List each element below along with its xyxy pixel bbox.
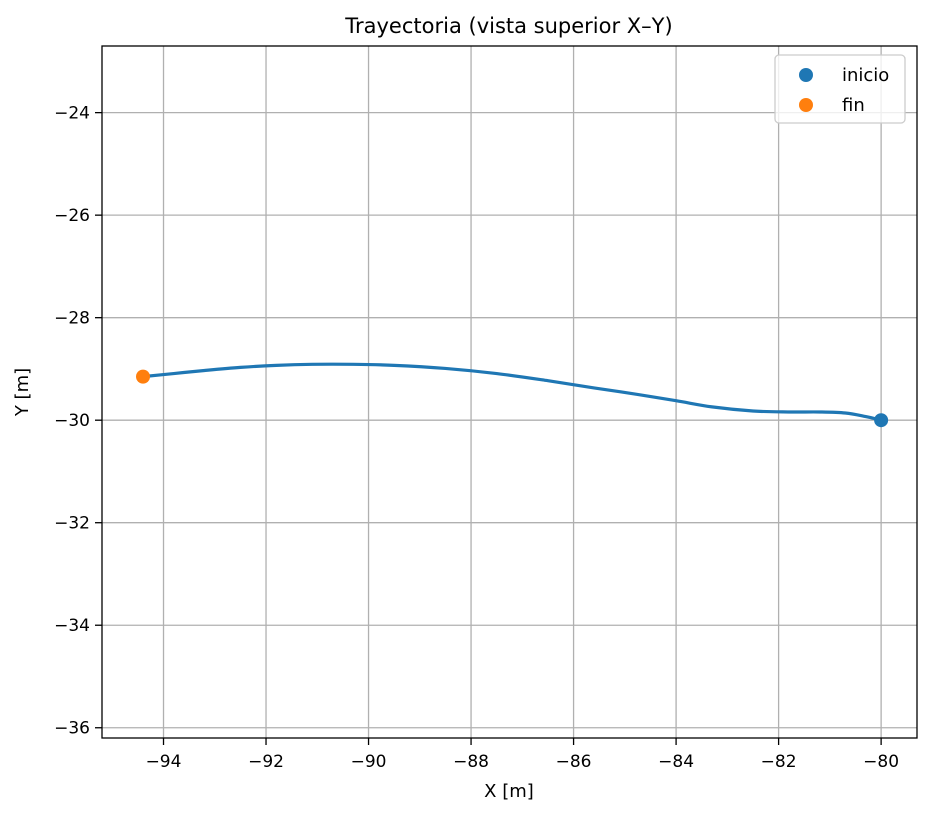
y-tick-label: −36 xyxy=(54,719,90,739)
legend-marker-inicio xyxy=(799,68,813,82)
x-tick-label: −80 xyxy=(863,752,899,772)
legend-marker-fin xyxy=(799,98,813,112)
y-tick-label: −28 xyxy=(54,309,90,329)
legend: inicio fin xyxy=(774,54,906,124)
x-tick-label: −90 xyxy=(351,752,387,772)
y-tick-label: −34 xyxy=(54,616,90,636)
plot-series xyxy=(136,362,889,428)
grid xyxy=(102,46,917,738)
y-tick-label: −32 xyxy=(54,514,90,534)
point-fin xyxy=(136,369,151,384)
x-tick-label: −88 xyxy=(453,752,489,772)
y-tick-label: −30 xyxy=(54,411,90,431)
trajectory-line xyxy=(141,362,883,422)
x-tick-label: −92 xyxy=(248,752,284,772)
axis-ticks: −94 −92 −90 −88 −86 −84 −82 −80 −24 −26 −28 −30 −32 −… xyxy=(54,104,899,772)
legend-label-fin: fin xyxy=(842,95,865,116)
x-tick-label: −82 xyxy=(761,752,797,772)
x-tick-label: −84 xyxy=(658,752,694,772)
point-inicio xyxy=(874,413,889,428)
x-tick-label: −86 xyxy=(556,752,592,772)
x-axis-label: X [m] xyxy=(484,781,534,802)
chart-title: Trayectoria (vista superior X–Y) xyxy=(344,14,672,38)
plot-frame xyxy=(101,45,918,739)
y-tick-label: −24 xyxy=(54,104,90,124)
x-tick-label: −94 xyxy=(146,752,182,772)
legend-label-inicio: inicio xyxy=(842,65,889,86)
y-axis-label: Y [m] xyxy=(12,368,33,417)
y-tick-label: −26 xyxy=(54,206,90,226)
